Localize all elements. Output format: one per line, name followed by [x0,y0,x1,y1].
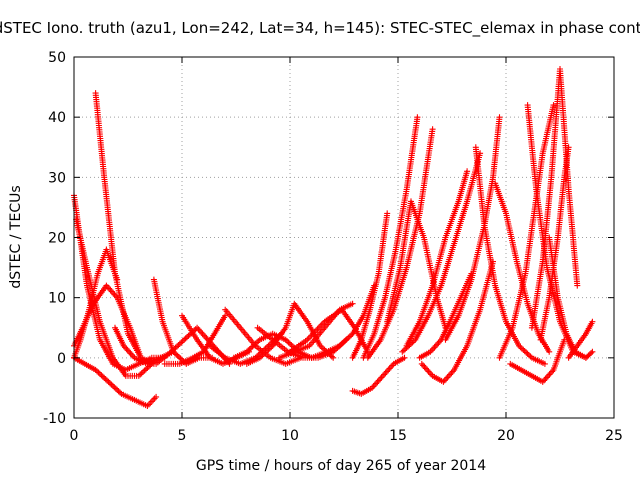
y-tick-label: 20 [48,231,66,247]
data-marker-path [528,66,581,331]
y-tick-label: -10 [43,411,66,427]
series-arc24 [384,198,449,331]
data-marker-path [384,198,449,331]
data-marker-path [507,336,568,385]
data-marker-path [442,114,503,343]
series-arc35 [528,66,581,331]
x-tick-label: 10 [281,428,299,444]
series-arc06 [92,90,157,367]
series-arc19 [308,282,378,361]
series-arc33 [507,336,568,385]
x-tick-label: 15 [389,428,407,444]
y-tick-label: 30 [48,170,66,186]
series-arc37 [537,144,572,343]
data-marker-path [416,270,475,361]
x-tick-label: 20 [497,428,515,444]
data-marker-path [399,150,484,355]
data-marker-path [403,168,471,349]
y-axis-label: dSTEC / TECUs [8,185,24,288]
data-marker-path [360,114,421,361]
data-marker-path [537,144,572,343]
series-arc22 [360,114,421,361]
data-points [71,66,596,409]
data-marker-path [565,318,596,361]
series-arc29 [442,114,503,343]
series-arc26 [416,270,475,361]
series-arc27 [399,150,484,355]
y-tick-label: 50 [48,50,66,66]
x-axis-label: GPS time / hours of day 265 of year 2014 [196,458,486,474]
data-marker-path [92,90,157,367]
chart-title: dSTEC Iono. truth (azu1, Lon=242, Lat=34… [0,19,640,38]
data-marker-path [364,126,436,361]
y-tick-label: 0 [57,351,66,367]
data-marker-path [308,282,378,361]
data-marker-path [349,210,391,361]
x-tick-label: 5 [178,428,187,444]
data-marker-path [349,354,408,397]
series-arc21 [349,210,391,361]
y-tick-label: 10 [48,291,66,307]
data-marker-path [418,258,496,385]
series-arc23 [364,126,436,361]
series-arc25 [403,168,471,349]
series-arc38 [565,318,596,361]
series-arc20 [349,354,408,397]
series-arc04 [73,216,155,379]
series-arc08 [150,276,216,367]
series-arc28 [418,258,496,385]
data-marker-path [150,276,216,367]
x-tick-label: 0 [70,428,79,444]
x-tick-label: 25 [605,428,623,444]
y-tick-label: 40 [48,110,66,126]
data-marker-path [73,216,155,379]
